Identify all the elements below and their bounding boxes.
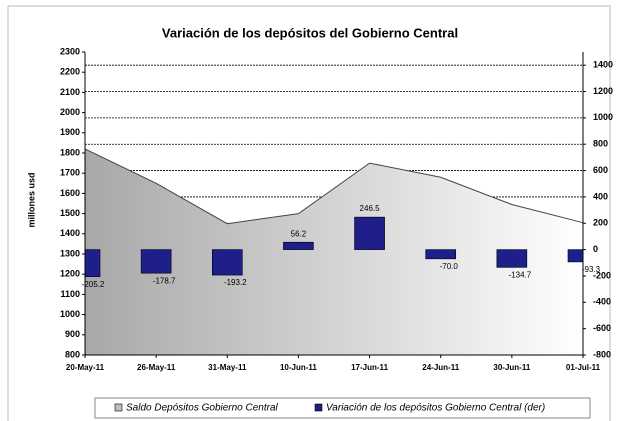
x-tick-label: 24-Jun-11 <box>422 363 459 372</box>
y-tick-label: 1900 <box>60 127 80 137</box>
y-tick-label: 1200 <box>60 269 80 279</box>
y-tick-label: 2100 <box>60 87 80 97</box>
x-tick-label: 30-Jun-11 <box>493 363 530 372</box>
data-label: -205.2 <box>82 280 105 289</box>
area-line <box>84 148 584 225</box>
y2-tick-label: 800 <box>593 139 608 149</box>
y2-tick-label: -200 <box>593 270 611 280</box>
data-label: -134.7 <box>509 270 532 279</box>
y-tick-label: 2300 <box>60 46 80 56</box>
y-tick-label: 1000 <box>60 309 80 319</box>
legend-label: Variación de los depósitos Gobierno Cent… <box>326 403 545 414</box>
y2-tick-label: 0 <box>593 244 598 254</box>
y-tick-label: 1300 <box>60 248 80 258</box>
bar <box>283 241 314 250</box>
x-tick-label: 20-May-11 <box>66 363 105 372</box>
bar <box>140 249 172 274</box>
bar <box>425 249 457 260</box>
x-tick-label: 17-Jun-11 <box>351 363 388 372</box>
y2-tick-label: 400 <box>593 191 608 201</box>
bar <box>496 249 528 268</box>
bar <box>211 249 243 276</box>
area <box>85 148 583 355</box>
x-tick-label: 26-May-11 <box>137 363 176 372</box>
data-label: -178.7 <box>153 276 176 285</box>
y2-tick-label: 200 <box>593 218 608 228</box>
y2-tick-label: -800 <box>593 349 611 359</box>
data-label: 246.5 <box>360 204 381 213</box>
y-tick-label: 1500 <box>60 208 80 218</box>
y-axis-label: millones usd <box>26 172 36 227</box>
data-label: 56.2 <box>291 229 307 238</box>
chart-title: Variación de los depósitos del Gobierno … <box>162 25 458 40</box>
y-tick-label: 1600 <box>60 188 80 198</box>
data-label: -70.0 <box>440 262 459 271</box>
y-tick-label: 1100 <box>60 289 80 299</box>
y2-tick-label: 1000 <box>593 112 613 122</box>
legend-box <box>94 397 591 419</box>
y-tick-label: 1800 <box>60 147 80 157</box>
data-label: -193.2 <box>224 278 247 287</box>
x-tick-label: 31-May-11 <box>208 363 247 372</box>
y2-tick-label: 600 <box>593 165 608 175</box>
y2-tick-label: -400 <box>593 297 611 307</box>
y2-tick-label: 1400 <box>593 60 613 70</box>
legend-label: Saldo Depósitos Gobierno Central <box>126 403 279 414</box>
x-tick-label: 01-Jul-11 <box>566 363 601 372</box>
bar <box>354 216 385 250</box>
y-tick-label: 900 <box>65 329 80 339</box>
y-tick-label: 2200 <box>60 67 80 77</box>
y2-tick-label: -600 <box>593 323 611 333</box>
y-tick-label: 1400 <box>60 228 80 238</box>
data-label: -93.3 <box>582 265 601 274</box>
y-tick-label: 2000 <box>60 107 80 117</box>
x-tick-label: 10-Jun-11 <box>280 363 317 372</box>
y-tick-label: 800 <box>65 349 80 359</box>
bar <box>85 249 101 277</box>
bar <box>567 249 583 263</box>
legend-swatch <box>114 403 123 412</box>
y-tick-label: 1700 <box>60 168 80 178</box>
legend-swatch <box>314 403 323 412</box>
y2-tick-label: 1200 <box>593 86 613 96</box>
